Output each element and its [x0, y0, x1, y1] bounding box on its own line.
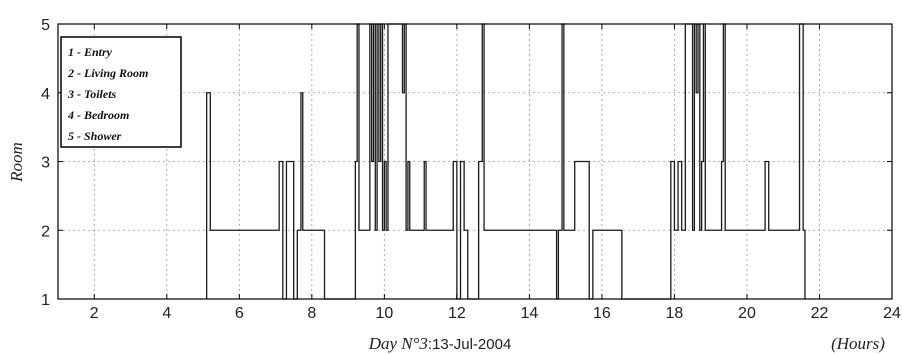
y-tick-label: 4 — [41, 86, 50, 103]
series-layer — [206, 23, 806, 300]
x-tick-label: 24 — [883, 305, 901, 322]
x-tick-label: 18 — [666, 305, 684, 322]
y-tick-label: 2 — [41, 223, 50, 240]
x-tick-label: 6 — [235, 305, 244, 322]
x-tick-label: 8 — [307, 305, 316, 322]
legend-entry-4: 4 - Bedroom — [67, 108, 129, 122]
x-tick-label: 2 — [90, 305, 99, 322]
x-axis-unit: (Hours) — [831, 334, 885, 353]
legend-entry-3: 3 - Toilets — [67, 87, 117, 101]
y-axis-label: Room — [7, 142, 26, 183]
legend-entry-2: 2 - Living Room — [67, 66, 148, 80]
x-axis-label-day: Day N°3 — [368, 334, 428, 353]
series-line-1 — [206, 23, 806, 300]
legend-entry-5: 5 - Shower — [68, 129, 122, 143]
x-tick-label: 22 — [811, 305, 829, 322]
x-tick-label: 14 — [520, 305, 538, 322]
x-axis-label: Day N°3:13-Jul-2004 — [368, 334, 512, 353]
y-tick-label: 1 — [41, 292, 50, 309]
x-tick-label: 4 — [162, 305, 171, 322]
x-tick-label: 12 — [448, 305, 466, 322]
legend-entry-1: 1 - Entry — [68, 45, 113, 59]
y-tick-label: 3 — [41, 155, 50, 172]
legend: 1 - Entry 2 - Living Room 3 - Toilets 4 … — [60, 36, 182, 148]
x-tick-label: 20 — [738, 305, 756, 322]
y-tick-label: 5 — [41, 17, 50, 34]
x-axis-label-date: :13-Jul-2004 — [428, 336, 511, 353]
x-tick-label: 10 — [375, 305, 393, 322]
legend-box — [60, 36, 182, 148]
x-tick-label: 16 — [593, 305, 611, 322]
